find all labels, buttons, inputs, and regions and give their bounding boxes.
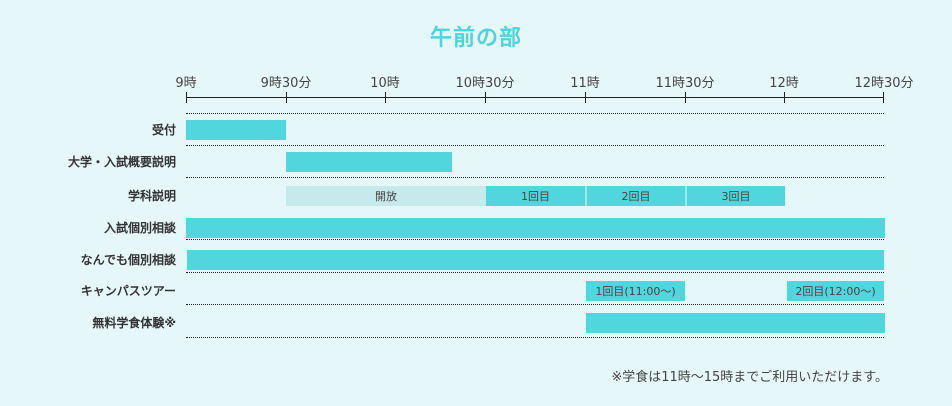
bar-label: 3回目	[721, 190, 751, 203]
row-divider	[186, 239, 884, 240]
axis-line	[186, 97, 884, 98]
tick-label: 12時	[769, 76, 799, 91]
axis-tick	[186, 92, 187, 103]
bar-university-overview	[286, 152, 452, 172]
tick-label: 12時30分	[854, 76, 914, 91]
row-label-general-consult: なんでも個別相談	[80, 253, 176, 267]
row-divider	[186, 177, 884, 178]
tick-label: 11時	[570, 76, 600, 91]
bar-admission-consult	[186, 218, 885, 238]
bar-label: 2回目(12:00〜)	[795, 285, 876, 298]
axis-tick	[685, 92, 686, 103]
bar-reception	[186, 120, 286, 140]
row-divider	[186, 304, 884, 305]
axis-tick	[385, 92, 386, 103]
row-label-admission-consult: 入試個別相談	[103, 221, 176, 235]
bar-department-session-2: 2回目	[587, 186, 685, 206]
bar-label: 1回目	[521, 190, 550, 203]
tick-label: 11時30分	[655, 76, 715, 91]
row-divider	[186, 113, 884, 114]
tick-label: 10時30分	[455, 76, 515, 91]
bar-department-session-1: 1回目	[486, 186, 585, 206]
bar-cafeteria	[586, 313, 885, 333]
footnote: ※学食は11時〜15時までご利用いただけます。	[611, 370, 888, 385]
segment-divider	[685, 186, 687, 206]
bar-campus-tour-2: 2回目(12:00〜)	[787, 281, 884, 301]
row-divider	[186, 337, 884, 338]
row-divider	[186, 145, 884, 146]
segment-divider	[585, 186, 587, 206]
axis-tick	[585, 92, 586, 103]
bar-label: 1回目(11:00〜)	[595, 285, 676, 298]
axis-tick	[883, 92, 884, 103]
row-divider	[186, 272, 884, 273]
bar-general-consult	[187, 250, 884, 270]
row-label-reception: 受付	[151, 123, 176, 137]
row-label-university-overview: 大学・入試概要説明	[67, 155, 176, 169]
tick-label: 10時	[370, 76, 400, 91]
axis-tick	[784, 92, 785, 103]
bar-department-open: 開放	[286, 186, 486, 206]
tick-label: 9時30分	[260, 76, 312, 91]
row-label-cafeteria: 無料学食体験※	[92, 316, 176, 330]
bar-label: 開放	[375, 190, 397, 203]
axis-tick	[485, 92, 486, 103]
chart-title: 午前の部	[429, 26, 522, 51]
bar-department-session-3: 3回目	[687, 186, 785, 206]
axis-tick	[286, 92, 287, 103]
bar-label: 2回目	[621, 190, 651, 203]
bar-campus-tour-1: 1回目(11:00〜)	[586, 281, 685, 301]
tick-label: 9時	[175, 76, 197, 91]
row-label-campus-tour: キャンパスツアー	[80, 284, 176, 298]
row-label-department-briefing: 学科説明	[127, 189, 176, 203]
